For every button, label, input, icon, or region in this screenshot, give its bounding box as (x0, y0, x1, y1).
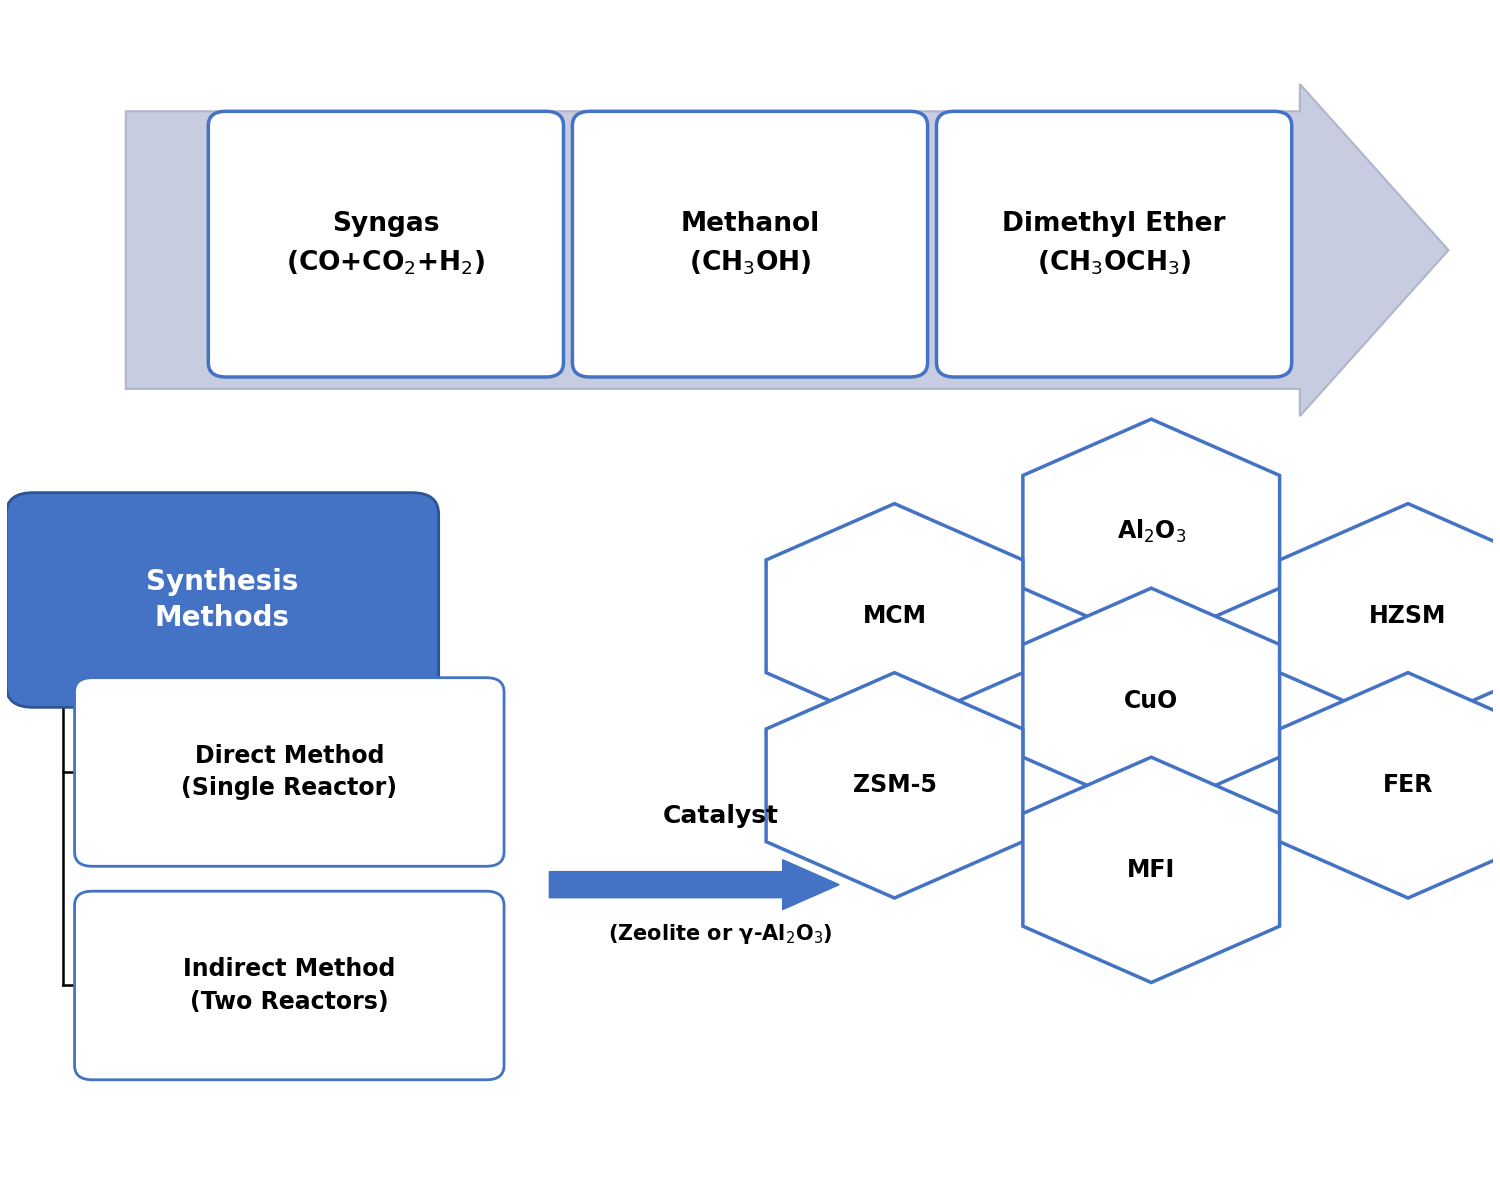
Text: MCM: MCM (862, 605, 927, 629)
Text: CuO: CuO (1124, 689, 1179, 713)
FancyBboxPatch shape (936, 112, 1292, 377)
Polygon shape (766, 673, 1023, 898)
Text: MFI: MFI (1126, 858, 1176, 882)
FancyBboxPatch shape (573, 112, 927, 377)
Polygon shape (1280, 504, 1500, 728)
Polygon shape (1023, 419, 1280, 644)
Text: Al$_2$O$_3$: Al$_2$O$_3$ (1116, 518, 1186, 545)
Text: Synthesis
Methods: Synthesis Methods (146, 568, 298, 632)
Text: Direct Method
(Single Reactor): Direct Method (Single Reactor) (182, 744, 398, 800)
FancyBboxPatch shape (75, 678, 504, 866)
Polygon shape (1023, 757, 1280, 983)
Polygon shape (1023, 588, 1280, 814)
Text: Syngas
(CO+CO$_2$+H$_2$): Syngas (CO+CO$_2$+H$_2$) (286, 211, 486, 277)
Polygon shape (126, 84, 1449, 416)
Polygon shape (766, 504, 1023, 728)
FancyBboxPatch shape (75, 892, 504, 1080)
Text: ZSM-5: ZSM-5 (852, 773, 936, 797)
Text: Dimethyl Ether
(CH$_3$OCH$_3$): Dimethyl Ether (CH$_3$OCH$_3$) (1002, 211, 1226, 277)
FancyBboxPatch shape (209, 112, 564, 377)
Text: Indirect Method
(Two Reactors): Indirect Method (Two Reactors) (183, 958, 396, 1014)
Text: Catalyst: Catalyst (663, 804, 778, 828)
Text: FER: FER (1383, 773, 1432, 797)
FancyBboxPatch shape (6, 493, 438, 707)
Text: (Zeolite or γ-Al$_2$O$_3$): (Zeolite or γ-Al$_2$O$_3$) (608, 923, 832, 947)
Text: HZSM: HZSM (1370, 605, 1446, 629)
Text: Methanol
(CH$_3$OH): Methanol (CH$_3$OH) (681, 211, 819, 277)
FancyArrow shape (549, 859, 839, 910)
Polygon shape (1280, 673, 1500, 898)
